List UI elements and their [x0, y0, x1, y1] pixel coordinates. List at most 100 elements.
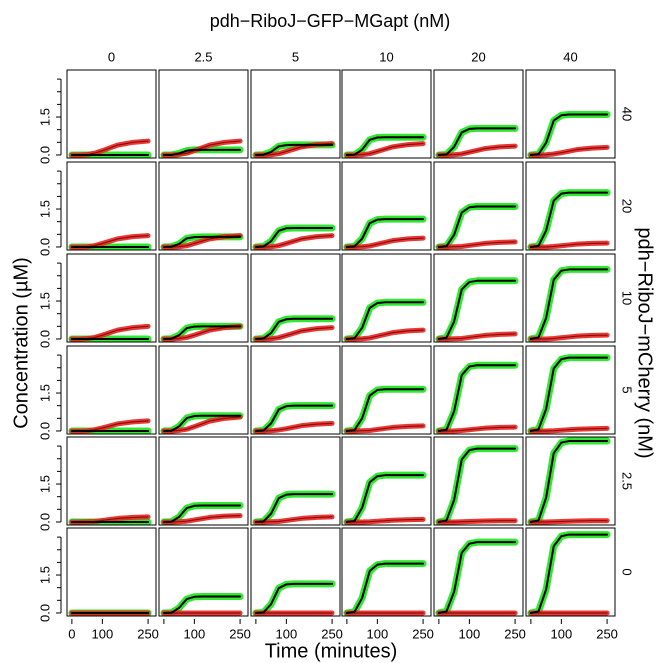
panel — [527, 437, 611, 525]
mcherry-line — [163, 515, 241, 523]
fit-line — [437, 127, 517, 156]
row-label: 40 — [620, 107, 635, 121]
mcherry-line — [530, 334, 608, 340]
panel-frame — [250, 436, 341, 526]
panel-frame — [66, 253, 157, 343]
panel — [160, 502, 244, 525]
panel-frame — [433, 436, 524, 526]
y-tick-label: 0.0 — [37, 238, 52, 256]
panel — [160, 322, 244, 342]
panel-frame — [341, 436, 432, 526]
panel — [252, 141, 336, 158]
fit-line — [437, 447, 517, 523]
panel — [435, 124, 519, 158]
x-tick-label: 100 — [367, 626, 389, 641]
panel-frame — [525, 527, 616, 617]
x-tick-label: 100 — [551, 626, 573, 641]
panel — [160, 138, 244, 158]
fit-line — [529, 191, 609, 248]
fit-line — [162, 148, 242, 156]
panel-frame — [158, 436, 249, 526]
mcherry-line — [530, 427, 608, 432]
mcherry-line — [255, 422, 333, 432]
column-label: 2.5 — [194, 49, 212, 64]
x-tick-label: 100 — [92, 626, 114, 641]
fit-line — [345, 301, 425, 340]
mcherry-line — [438, 241, 516, 248]
panel — [343, 471, 427, 525]
fit-line — [162, 414, 242, 432]
mcherry-line — [346, 518, 424, 523]
fit-line — [345, 562, 425, 614]
x-tick-label: 250 — [596, 626, 618, 641]
mcherry-line — [346, 142, 424, 156]
chart-title: pdh−RiboJ−GFP−MGapt (nM) — [210, 11, 451, 31]
panel — [68, 514, 152, 525]
panel-frame — [341, 161, 432, 251]
panel-frame — [341, 69, 432, 159]
mcherry-line — [163, 416, 241, 432]
y-tick-label: 0.0 — [37, 330, 52, 348]
fit-line — [437, 205, 517, 248]
panel — [435, 277, 519, 342]
panel-frame — [66, 69, 157, 159]
panel — [527, 265, 611, 342]
panel-frame — [525, 436, 616, 526]
x-tick-label: 100 — [184, 626, 206, 641]
panel-frame — [66, 161, 157, 251]
y-tick-label: 0.0 — [37, 146, 52, 164]
panel-frame — [158, 527, 249, 617]
fit-line — [437, 541, 517, 614]
panel-frame — [158, 253, 249, 343]
panel — [68, 233, 152, 250]
panel-frame — [341, 253, 432, 343]
x-tick-label: 100 — [459, 626, 481, 641]
fit-line — [345, 474, 425, 523]
mcherry-line — [438, 426, 516, 432]
mcherry-line — [255, 326, 333, 340]
fit-line — [529, 440, 609, 523]
fit-line — [162, 235, 242, 248]
fit-line — [254, 493, 334, 523]
panel-frame — [250, 69, 341, 159]
panel-frame — [525, 345, 616, 435]
panel — [252, 490, 336, 525]
panel-frame — [66, 436, 157, 526]
x-tick-label: 250 — [412, 626, 434, 641]
panel — [343, 215, 427, 250]
y-tick-label: 1.5 — [37, 200, 52, 218]
row-label: 5 — [620, 386, 635, 393]
panel-frame — [525, 69, 616, 159]
y-tick-label: 0.0 — [37, 422, 52, 440]
mcherry-line — [530, 242, 608, 248]
mcherry-line — [438, 333, 516, 340]
column-label: 40 — [563, 49, 577, 64]
panel-frame — [250, 161, 341, 251]
panel-frame — [158, 161, 249, 251]
panel-frame — [341, 527, 432, 617]
mcherry-line — [163, 325, 241, 340]
panel — [68, 323, 152, 342]
panel-frame — [250, 527, 341, 617]
panel — [252, 224, 336, 250]
panel — [343, 560, 427, 616]
y-tick-label: 1.5 — [37, 292, 52, 310]
column-label: 0 — [108, 49, 115, 64]
fit-line — [254, 317, 334, 340]
x-tick-label: 250 — [137, 626, 159, 641]
panel — [527, 111, 611, 158]
mcherry-line — [438, 520, 516, 523]
x-tick-label: 250 — [504, 626, 526, 641]
row-label: 20 — [620, 199, 635, 213]
fit-line — [345, 136, 425, 156]
panel — [160, 412, 244, 434]
y-tick-label: 1.5 — [37, 475, 52, 493]
mcherry-line — [438, 145, 516, 156]
fit-line — [254, 582, 334, 614]
panel — [252, 580, 336, 616]
row-label: 2.5 — [620, 472, 635, 490]
mcherry-line — [346, 237, 424, 248]
panel-frame — [433, 253, 524, 343]
mcherry-line — [255, 516, 333, 523]
panel-frame — [433, 161, 524, 251]
